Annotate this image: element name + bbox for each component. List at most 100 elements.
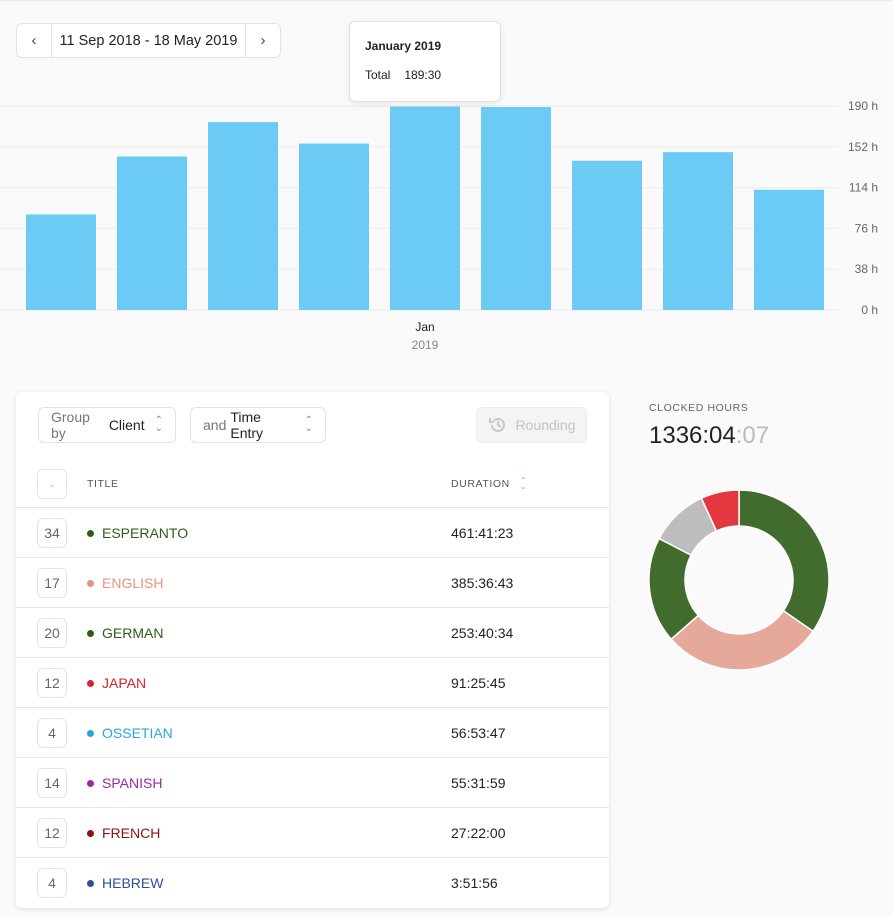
sort-icon: ⌃ ⌄: [519, 476, 528, 491]
table-row[interactable]: 20 GERMAN 253:40:34: [16, 608, 609, 658]
duration-value: 385:36:43: [451, 575, 514, 591]
bar[interactable]: [299, 143, 369, 310]
client-name: SPANISH: [87, 775, 162, 791]
table-row[interactable]: 17 ENGLISH 385:36:43: [16, 558, 609, 608]
client-name: GERMAN: [87, 625, 163, 641]
table-row[interactable]: 4 HEBREW 3:51:56: [16, 858, 609, 908]
y-tick-label: 190 h: [848, 99, 878, 113]
sub-group-prefix: and: [203, 417, 227, 433]
client-label: OSSETIAN: [102, 725, 173, 741]
bar[interactable]: [26, 214, 96, 310]
x-tick-sublabel: 2019: [412, 338, 439, 352]
history-icon: [488, 417, 505, 432]
donut-segment[interactable]: [700, 490, 740, 532]
client-label: ENGLISH: [102, 575, 164, 591]
entry-count-badge[interactable]: 12: [37, 818, 67, 848]
chart-tooltip: January 2019 Total 189:30: [349, 21, 501, 102]
client-label: GERMAN: [102, 625, 164, 641]
entry-count-badge[interactable]: 12: [37, 668, 67, 698]
client-name: JAPAN: [87, 675, 146, 691]
duration-value: 253:40:34: [451, 625, 514, 641]
y-tick-label: 0 h: [861, 303, 878, 317]
donut-chart: [649, 490, 829, 670]
client-color-dot: [87, 579, 94, 587]
bar[interactable]: [572, 160, 642, 310]
tooltip-value: 189:30: [404, 68, 442, 82]
table-row[interactable]: 12 JAPAN 91:25:45: [16, 658, 609, 708]
chevron-up-down-icon: ⌃ ⌄: [304, 415, 313, 434]
duration-header-label: DURATION: [451, 478, 510, 490]
y-tick-label: 114 h: [849, 181, 878, 195]
bar[interactable]: [117, 156, 187, 310]
entry-count-badge[interactable]: 20: [37, 618, 67, 648]
previous-period-button[interactable]: ‹: [17, 24, 52, 57]
client-name: FRENCH: [87, 825, 160, 841]
table-body: 34 ESPERANTO 461:41:23 17 ENGLISH 385:36:43 20…: [16, 508, 609, 908]
group-by-select[interactable]: Group by Client ⌃ ⌄: [38, 407, 176, 443]
chevron-down-icon: ⌄: [48, 478, 56, 489]
expand-all-toggle[interactable]: ⌄: [37, 469, 67, 499]
clocked-hours-value: 1336:04:07: [649, 422, 769, 450]
client-color-dot: [87, 679, 94, 687]
table-row[interactable]: 4 OSSETIAN 56:53:47: [16, 708, 609, 758]
group-by-value: Client: [108, 417, 145, 433]
table-row[interactable]: 34 ESPERANTO 461:41:23: [16, 508, 609, 558]
group-by-prefix: Group by: [51, 409, 90, 441]
donut-segment[interactable]: [738, 490, 829, 633]
entry-count-badge[interactable]: 4: [37, 868, 67, 898]
entry-count-badge[interactable]: 17: [37, 568, 67, 598]
duration-column-header[interactable]: DURATION ⌃ ⌄: [451, 476, 528, 491]
bar[interactable]: [663, 152, 733, 310]
duration-value: 461:41:23: [451, 525, 514, 541]
bar[interactable]: [481, 107, 551, 310]
bar[interactable]: [754, 189, 824, 310]
table-row[interactable]: 12 FRENCH 27:22:00: [16, 808, 609, 858]
bar-chart: 0 h 38 h 76 h 114 h 152 h 190 h Jan 2019: [0, 99, 878, 352]
chevron-up-down-icon: ⌃ ⌄: [154, 415, 163, 434]
client-color-dot: [87, 829, 94, 837]
x-tick-label: Jan: [415, 320, 434, 334]
date-range-label[interactable]: 11 Sep 2018 - 18 May 2019: [59, 32, 238, 49]
sub-group-value: Time Entry: [230, 409, 264, 441]
client-label: FRENCH: [102, 825, 161, 841]
entry-count-badge[interactable]: 14: [37, 768, 67, 798]
clocked-hours-main: 1336:04: [649, 422, 736, 449]
clocked-hours-seconds: :07: [735, 422, 770, 449]
client-color-dot: [87, 879, 94, 887]
duration-value: 3:51:56: [451, 875, 498, 891]
client-color-dot: [87, 779, 94, 787]
duration-value: 27:22:00: [451, 825, 506, 841]
rounding-label: Rounding: [515, 417, 576, 433]
client-name: HEBREW: [87, 875, 163, 891]
bar[interactable]: [390, 106, 460, 311]
tooltip-label: Total: [365, 68, 391, 82]
clocked-hours-label: CLOCKED HOURS: [649, 402, 749, 414]
entry-count-badge[interactable]: 4: [37, 718, 67, 748]
entry-count-badge[interactable]: 34: [37, 518, 67, 548]
table-header: ⌄ TITLE DURATION ⌃ ⌄: [16, 468, 609, 508]
sub-group-select[interactable]: and Time Entry ⌃ ⌄: [190, 407, 326, 443]
duration-value: 91:25:45: [451, 675, 506, 691]
duration-value: 55:31:59: [451, 775, 506, 791]
title-column-header[interactable]: TITLE: [87, 478, 119, 490]
date-range-selector: ‹ 11 Sep 2018 - 18 May 2019 ›: [16, 23, 281, 58]
chevron-left-icon: ‹: [31, 32, 37, 49]
client-color-dot: [87, 529, 94, 537]
table-row[interactable]: 14 SPANISH 55:31:59: [16, 758, 609, 808]
rounding-button[interactable]: Rounding: [476, 407, 587, 443]
client-name: ESPERANTO: [87, 525, 188, 541]
client-color-dot: [87, 729, 94, 737]
top-divider: [0, 0, 893, 1]
report-panel: Group by Client ⌃ ⌄ and Time Entry ⌃ ⌄ Rou…: [16, 392, 609, 908]
bar[interactable]: [208, 122, 278, 311]
tooltip-title: January 2019: [365, 39, 442, 53]
client-name: OSSETIAN: [87, 725, 173, 741]
y-tick-label: 38 h: [855, 262, 878, 276]
next-period-button[interactable]: ›: [245, 24, 280, 57]
y-tick-label: 152 h: [848, 140, 878, 154]
client-label: ESPERANTO: [102, 525, 189, 541]
y-tick-label: 76 h: [855, 221, 878, 235]
client-name: ENGLISH: [87, 575, 163, 591]
duration-value: 56:53:47: [451, 725, 506, 741]
client-label: SPANISH: [102, 775, 163, 791]
